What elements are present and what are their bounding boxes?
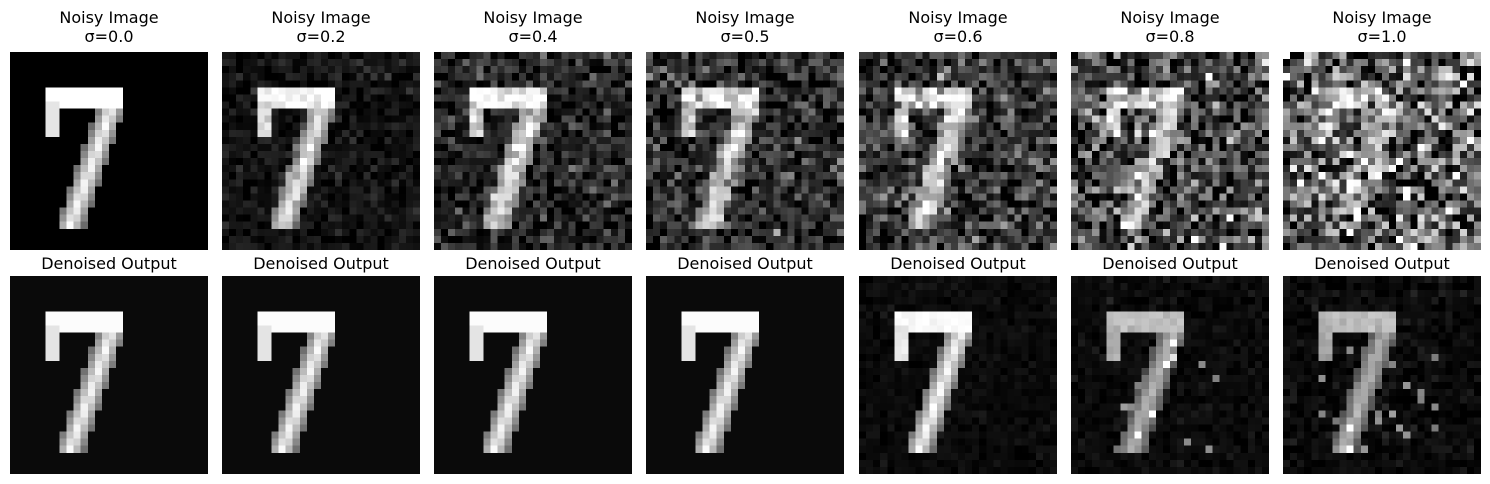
noisy-image-title: Noisy Image σ=0.4	[414, 8, 652, 46]
noisy-image-title: Noisy Image σ=0.6	[839, 8, 1077, 46]
sigma-label: σ=0.8	[1145, 27, 1195, 46]
sigma-label: σ=0.4	[508, 27, 558, 46]
denoised-output-panel	[859, 276, 1057, 474]
noisy-image-panel	[434, 52, 632, 250]
noisy-title-text: Noisy Image	[1120, 8, 1220, 27]
sigma-label: σ=0.6	[933, 27, 983, 46]
noisy-image-panel	[10, 52, 208, 250]
sigma-label: σ=0.0	[84, 27, 134, 46]
noisy-image-panel	[859, 52, 1057, 250]
sigma-label: σ=0.5	[720, 27, 770, 46]
noisy-image-title: Noisy Image σ=0.8	[1051, 8, 1289, 46]
denoised-output-panel	[646, 276, 844, 474]
denoised-output-title: Denoised Output	[1314, 254, 1450, 273]
denoised-output-panel	[10, 276, 208, 474]
noisy-image-panel	[1283, 52, 1481, 250]
denoised-output-title: Denoised Output	[41, 254, 177, 273]
noisy-image-panel	[1071, 52, 1269, 250]
noisy-image-title: Noisy Image σ=1.0	[1263, 8, 1490, 46]
denoised-output-title: Denoised Output	[890, 254, 1026, 273]
denoised-output-title: Denoised Output	[1102, 254, 1238, 273]
noisy-title-text: Noisy Image	[908, 8, 1008, 27]
denoised-output-panel	[1071, 276, 1269, 474]
sigma-label: σ=0.2	[296, 27, 346, 46]
noisy-title-text: Noisy Image	[695, 8, 795, 27]
noisy-image-title: Noisy Image σ=0.0	[0, 8, 228, 46]
noisy-title-text: Noisy Image	[271, 8, 371, 27]
sigma-label: σ=1.0	[1357, 27, 1407, 46]
denoised-output-title: Denoised Output	[677, 254, 813, 273]
denoised-output-title: Denoised Output	[253, 254, 389, 273]
denoised-output-panel	[434, 276, 632, 474]
noisy-title-text: Noisy Image	[483, 8, 583, 27]
noisy-title-text: Noisy Image	[1332, 8, 1432, 27]
noisy-title-text: Noisy Image	[59, 8, 159, 27]
noisy-image-panel	[222, 52, 420, 250]
noisy-image-panel	[646, 52, 844, 250]
noisy-image-title: Noisy Image σ=0.5	[626, 8, 864, 46]
noisy-image-title: Noisy Image σ=0.2	[202, 8, 440, 46]
denoised-output-panel	[1283, 276, 1481, 474]
denoised-output-panel	[222, 276, 420, 474]
denoised-output-title: Denoised Output	[465, 254, 601, 273]
